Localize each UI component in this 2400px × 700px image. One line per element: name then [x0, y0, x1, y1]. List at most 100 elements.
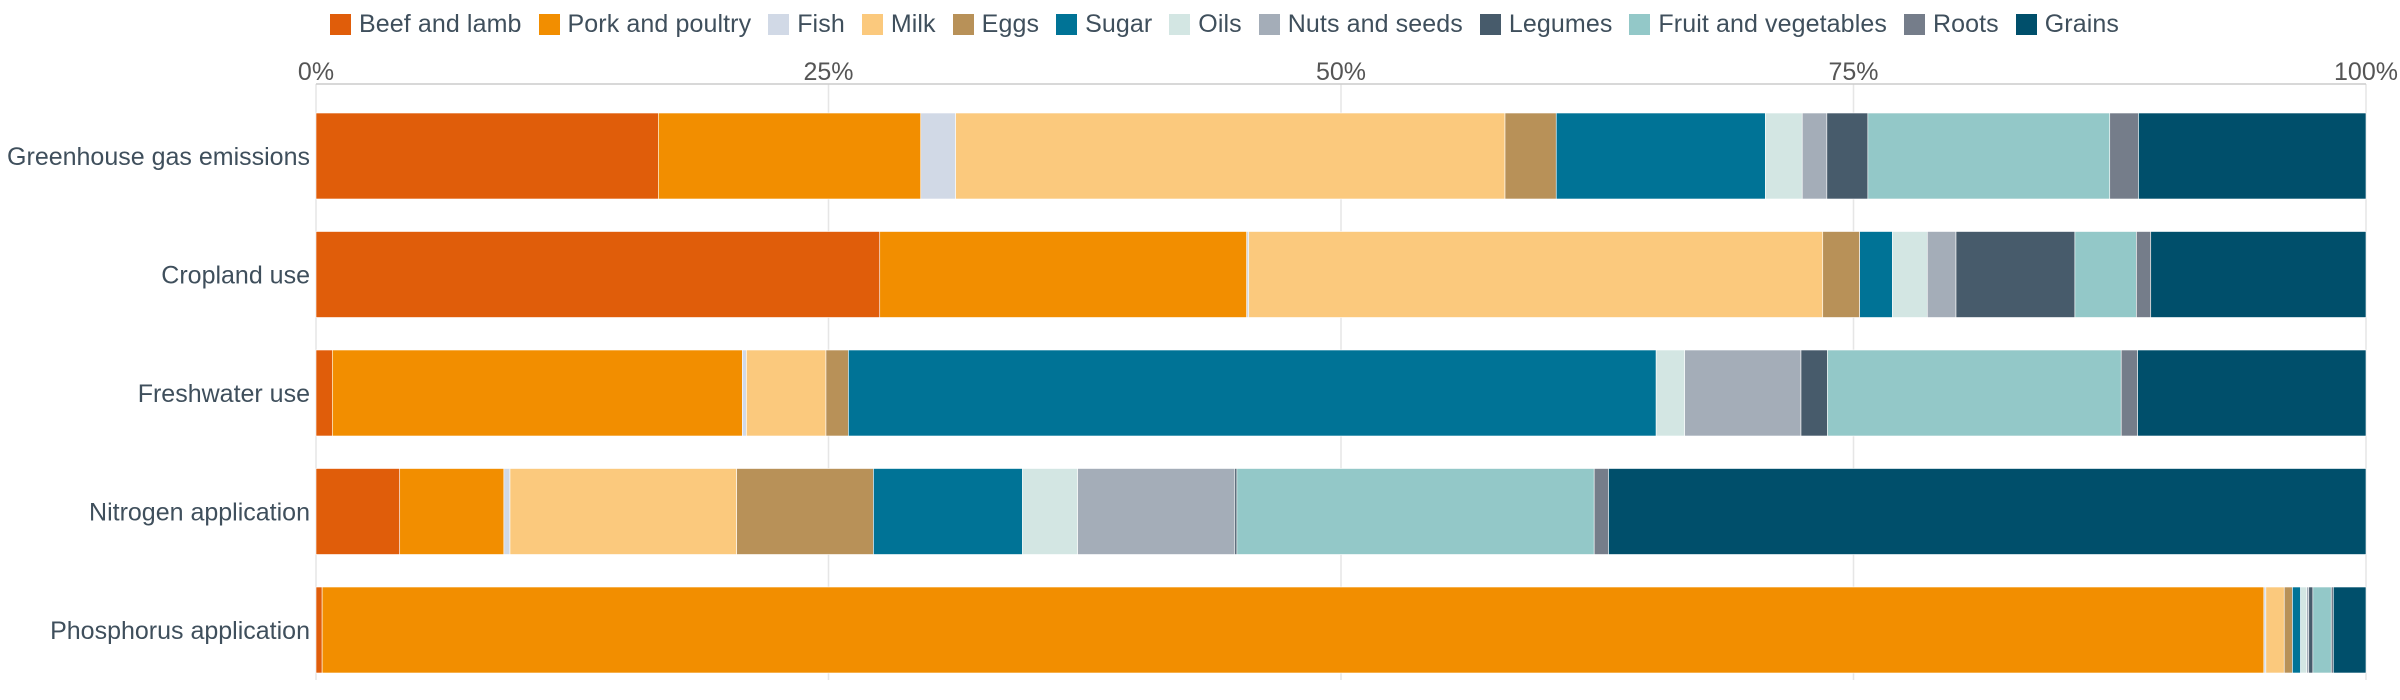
bar-segment-legumes[interactable] — [1234, 468, 1238, 555]
x-tick-label: 50% — [1316, 58, 1366, 86]
x-tick-label: 0% — [298, 58, 334, 86]
bar-segment-pork-and-poultry[interactable] — [332, 349, 743, 437]
bar-segment-eggs[interactable] — [1504, 112, 1557, 200]
legend-item-beef-and-lamb[interactable]: Beef and lamb — [330, 10, 522, 39]
legend-label: Fish — [797, 9, 845, 38]
bar-segment-roots[interactable] — [2120, 349, 2138, 437]
bar-segment-fruit-and-vegetables[interactable] — [1236, 468, 1595, 555]
bar-segment-beef-and-lamb[interactable] — [315, 112, 659, 200]
bar-segment-beef-and-lamb[interactable] — [315, 231, 881, 318]
bar-segment-fish[interactable] — [503, 468, 511, 555]
legend-swatch — [1258, 13, 1280, 35]
bar-segment-legumes[interactable] — [1955, 231, 2076, 318]
bar-row-freshwater-use — [315, 349, 2367, 437]
bar-segment-pork-and-poultry[interactable] — [321, 586, 2265, 674]
bar-segment-nuts-and-seeds[interactable] — [1077, 468, 1236, 555]
bar-segment-nuts-and-seeds[interactable] — [1927, 231, 1957, 318]
bar-segment-sugar[interactable] — [1555, 112, 1766, 200]
bar-segment-fish[interactable] — [1246, 231, 1250, 318]
category-label-nitrogen-application: Nitrogen application — [89, 499, 310, 527]
category-label-freshwater-use: Freshwater use — [138, 380, 310, 408]
bar-segment-eggs[interactable] — [1822, 231, 1860, 318]
legend-swatch — [1056, 13, 1078, 35]
bar-segment-grains[interactable] — [2332, 586, 2367, 674]
legend-item-nuts-and-seeds[interactable]: Nuts and seeds — [1258, 10, 1463, 39]
bar-segment-pork-and-poultry[interactable] — [399, 468, 505, 555]
bar-segment-legumes[interactable] — [1800, 349, 1828, 437]
bar-segment-eggs[interactable] — [2283, 586, 2293, 674]
legend-label: Milk — [890, 9, 936, 38]
bar-segment-fruit-and-vegetables[interactable] — [1867, 112, 2111, 200]
chart-legend: Beef and lamb Pork and poultry Fish Milk Egg… — [330, 6, 2136, 42]
bar-segment-milk[interactable] — [746, 349, 827, 437]
bar-segment-grains[interactable] — [2138, 112, 2367, 200]
bar-segment-fish[interactable] — [742, 349, 747, 437]
legend-label: Fruit and vegetables — [1658, 9, 1887, 38]
category-labels: Greenhouse gas emissions Cropland use Fres… — [7, 143, 310, 645]
legend-label: Legumes — [1508, 9, 1613, 38]
legend-item-eggs[interactable]: Eggs — [952, 10, 1039, 39]
bar-segment-nuts-and-seeds[interactable] — [1684, 349, 1802, 437]
bar-segment-sugar[interactable] — [873, 468, 1023, 555]
bar-segment-fruit-and-vegetables[interactable] — [1827, 349, 2122, 437]
legend-item-sugar[interactable]: Sugar — [1056, 10, 1152, 39]
bar-segment-sugar[interactable] — [848, 349, 1657, 437]
bar-segment-fruit-and-vegetables[interactable] — [2312, 586, 2332, 674]
bar-segment-pork-and-poultry[interactable] — [658, 112, 922, 200]
bar-segment-roots[interactable] — [2136, 231, 2152, 318]
bar-segment-sugar[interactable] — [1859, 231, 1893, 318]
bar-segment-beef-and-lamb[interactable] — [315, 586, 323, 674]
bar-segment-oils[interactable] — [1765, 112, 1803, 200]
bar-segment-nuts-and-seeds[interactable] — [1801, 112, 1828, 200]
bar-segment-sugar[interactable] — [2292, 586, 2301, 674]
legend-swatch — [1169, 13, 1191, 35]
bar-segment-roots[interactable] — [2109, 112, 2139, 200]
legend-swatch — [952, 13, 974, 35]
bar-segment-milk[interactable] — [2265, 586, 2285, 674]
bar-segment-milk[interactable] — [955, 112, 1506, 200]
bar-segment-grains[interactable] — [2137, 349, 2367, 437]
bar-segment-milk[interactable] — [509, 468, 737, 555]
x-tick-label: 75% — [1828, 58, 1878, 86]
bar-segment-beef-and-lamb[interactable] — [315, 349, 333, 437]
bar-segment-grains[interactable] — [1608, 468, 2367, 555]
legend-item-grains[interactable]: Grains — [2015, 9, 2119, 39]
bar-segment-eggs[interactable] — [736, 468, 874, 555]
legend-swatch — [861, 13, 883, 35]
bar-segment-eggs[interactable] — [825, 349, 849, 437]
bar-segment-legumes[interactable] — [1826, 112, 1869, 200]
bar-segment-pork-and-poultry[interactable] — [879, 231, 1248, 318]
legend-label: Grains — [2044, 9, 2119, 38]
category-label-cropland-use: Cropland use — [161, 262, 310, 290]
bar-segment-oils[interactable] — [1655, 349, 1686, 437]
bar-segment-legumes[interactable] — [2308, 586, 2314, 674]
legend-label: Sugar — [1085, 9, 1153, 38]
legend-swatch — [768, 13, 790, 35]
legend-item-pork-and-poultry[interactable]: Pork and poultry — [538, 10, 752, 39]
bar-segment-oils[interactable] — [1892, 231, 1928, 318]
bar-row-greenhouse-gas-emissions — [315, 112, 2367, 200]
bar-segment-fish[interactable] — [920, 112, 956, 200]
legend-item-milk[interactable]: Milk — [861, 9, 936, 39]
bars — [315, 112, 2367, 674]
bar-segment-fish[interactable] — [2263, 586, 2267, 674]
bar-segment-milk[interactable] — [1248, 231, 1824, 318]
bar-segment-roots[interactable] — [2330, 586, 2334, 674]
legend-item-legumes[interactable]: Legumes — [1479, 9, 1613, 39]
legend-swatch — [1629, 13, 1651, 35]
legend-item-fish[interactable]: Fish — [768, 10, 845, 39]
legend-item-fruit-and-vegetables[interactable]: Fruit and vegetables — [1629, 10, 1887, 39]
bar-segment-fruit-and-vegetables[interactable] — [2074, 231, 2137, 318]
bar-segment-nuts-and-seeds[interactable] — [2306, 586, 2310, 674]
bar-row-nitrogen-application — [315, 468, 2367, 555]
legend-item-oils[interactable]: Oils — [1169, 10, 1242, 39]
bar-segment-oils[interactable] — [1022, 468, 1078, 555]
legend-item-roots[interactable]: Roots — [1903, 9, 1999, 39]
legend-swatch — [2015, 13, 2037, 35]
bar-segment-oils[interactable] — [2300, 586, 2308, 674]
bar-segment-beef-and-lamb[interactable] — [315, 468, 401, 555]
bar-segment-roots[interactable] — [1593, 468, 1609, 555]
bar-segment-grains[interactable] — [2150, 231, 2367, 318]
legend-label: Roots — [1932, 9, 1999, 38]
